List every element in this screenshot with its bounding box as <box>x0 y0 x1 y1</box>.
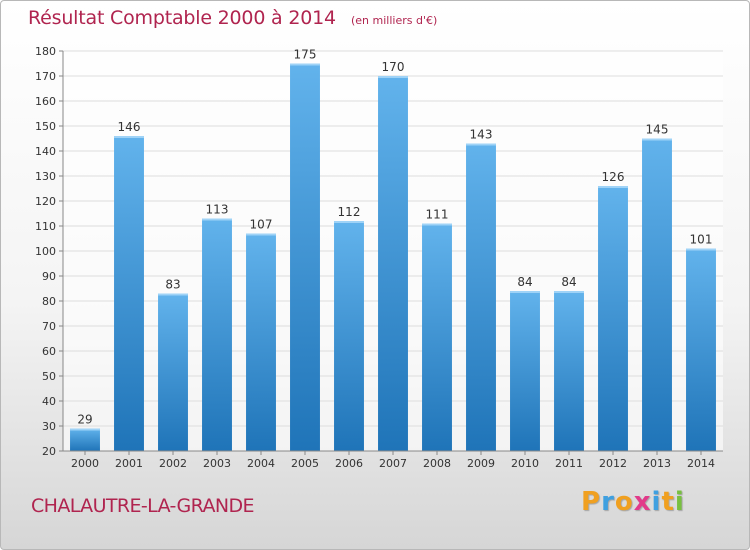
bar-highlight <box>70 428 100 431</box>
data-label: 84 <box>517 275 532 289</box>
y-tick-label: 60 <box>42 345 56 358</box>
logo-letter: i <box>651 487 662 517</box>
y-tick-label: 140 <box>35 145 56 158</box>
logo-letter: r <box>601 487 615 517</box>
bar-highlight <box>290 63 320 66</box>
data-label: 170 <box>382 60 405 74</box>
y-tick-label: 150 <box>35 120 56 133</box>
y-tick-label: 180 <box>35 45 56 58</box>
x-tick-label: 2002 <box>159 457 187 470</box>
x-axis-ticks: 2000 2001 2002 2003 2004 2005 2006 2007 2008 2009… <box>71 451 715 470</box>
bar-2013 <box>642 138 672 451</box>
data-label: 126 <box>602 170 625 184</box>
bars: 29 146 83 113 107 175 112 170 111 143 84 84 126 145 10… <box>70 48 716 451</box>
y-tick-label: 70 <box>42 320 56 333</box>
x-tick-label: 2001 <box>115 457 143 470</box>
bar-2006 <box>334 221 364 451</box>
data-label: 175 <box>294 48 317 62</box>
logo-letter: P <box>581 487 602 517</box>
y-tick-label: 130 <box>35 170 56 183</box>
bar-2005 <box>290 63 320 451</box>
logo-letter: t <box>661 487 675 517</box>
bar-2011 <box>554 291 584 451</box>
data-label: 146 <box>118 120 141 134</box>
bar-2014 <box>686 248 716 451</box>
data-label: 101 <box>690 233 713 247</box>
x-tick-label: 2000 <box>71 457 99 470</box>
y-tick-label: 40 <box>42 395 56 408</box>
bar-highlight <box>598 186 628 188</box>
bar-highlight <box>642 138 672 141</box>
y-tick-label: 90 <box>42 270 56 283</box>
bar-2010 <box>510 291 540 451</box>
x-tick-label: 2013 <box>643 457 671 470</box>
data-label: 83 <box>165 278 180 292</box>
commune-name: CHALAUTRE-LA-GRANDE <box>31 495 255 517</box>
bar-highlight <box>246 233 276 236</box>
y-tick-label: 30 <box>42 420 56 433</box>
x-tick-label: 2007 <box>379 457 407 470</box>
y-tick-label: 80 <box>42 295 56 308</box>
x-tick-label: 2014 <box>687 457 715 470</box>
bar-highlight <box>158 293 188 296</box>
logo-letter: i <box>674 487 685 517</box>
x-tick-label: 2010 <box>511 457 539 470</box>
x-tick-label: 2003 <box>203 457 231 470</box>
data-label: 143 <box>470 128 493 142</box>
x-tick-label: 2012 <box>599 457 627 470</box>
bar-2004 <box>246 233 276 451</box>
y-tick-label: 170 <box>35 70 56 83</box>
bar-2009 <box>466 143 496 451</box>
bar-2007 <box>378 76 408 451</box>
bar-2008 <box>422 223 452 451</box>
bar-highlight <box>510 291 540 293</box>
data-label: 107 <box>250 218 273 232</box>
bar-highlight <box>202 218 232 221</box>
x-tick-label: 2011 <box>555 457 583 470</box>
y-tick-label: 120 <box>35 195 56 208</box>
y-tick-label: 50 <box>42 370 56 383</box>
bar-highlight <box>378 76 408 78</box>
data-label: 145 <box>646 123 669 137</box>
x-tick-label: 2005 <box>291 457 319 470</box>
bar-2000 <box>70 428 100 451</box>
title-row: Résultat Comptable 2000 à 2014 (en milli… <box>28 7 437 29</box>
logo-letter: x <box>633 487 652 517</box>
data-label: 112 <box>338 205 361 219</box>
bar-highlight <box>334 221 364 223</box>
x-tick-label: 2004 <box>247 457 275 470</box>
y-tick-label: 100 <box>35 245 56 258</box>
y-axis-ticks: 20 30 40 50 60 70 80 90 100 110 120 130 140 150 160 170… <box>35 45 63 458</box>
bar-highlight <box>554 291 584 293</box>
bar-2002 <box>158 293 188 451</box>
x-tick-label: 2008 <box>423 457 451 470</box>
bar-highlight <box>422 223 452 226</box>
y-tick-label: 160 <box>35 95 56 108</box>
y-tick-label: 110 <box>35 220 56 233</box>
bar-highlight <box>686 248 716 251</box>
y-tick-label: 20 <box>42 445 56 458</box>
data-label: 29 <box>77 413 92 427</box>
proxiti-logo: Proxiti <box>581 487 685 517</box>
bar-highlight <box>466 143 496 146</box>
logo-letter: o <box>614 487 634 517</box>
data-label: 113 <box>206 203 229 217</box>
x-tick-label: 2006 <box>335 457 363 470</box>
data-label: 84 <box>561 275 576 289</box>
bar-highlight <box>114 136 144 138</box>
unit-note: (en milliers d'€) <box>350 14 438 27</box>
chart-title: Résultat Comptable 2000 à 2014 <box>28 7 336 29</box>
bar-2001 <box>114 136 144 451</box>
data-label: 111 <box>426 208 449 222</box>
bar-2003 <box>202 218 232 451</box>
bar-2012 <box>598 186 628 451</box>
x-tick-label: 2009 <box>467 457 495 470</box>
